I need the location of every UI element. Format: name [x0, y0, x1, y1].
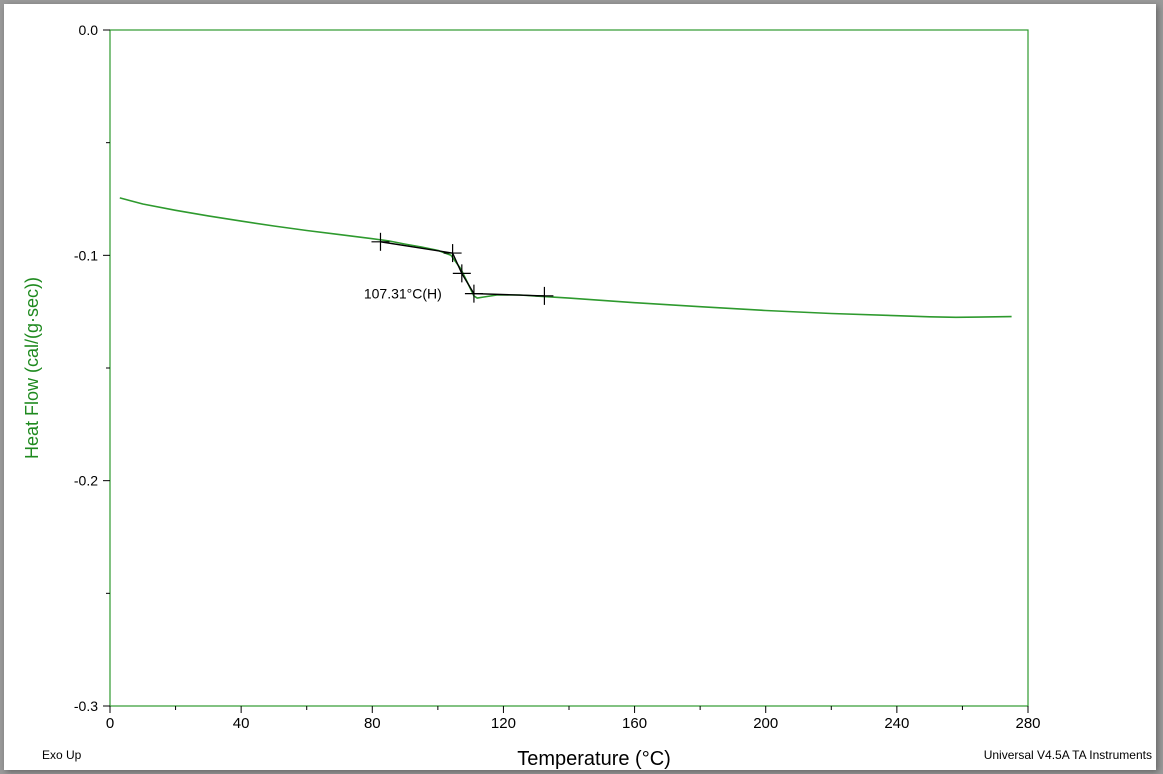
- x-tick-label: 40: [233, 715, 250, 732]
- software-version-note: Universal V4.5A TA Instruments: [984, 748, 1152, 762]
- x-tick-label: 120: [491, 715, 516, 732]
- plot-frame: [109, 29, 1029, 707]
- heat-flow-curve: [119, 197, 1012, 319]
- x-axis-label: Temperature (°C): [517, 748, 671, 770]
- x-tick-label: 200: [753, 715, 778, 732]
- y-axis-label: Heat Flow (cal/(g·sec)): [22, 277, 42, 459]
- x-tick-label: 0: [106, 715, 114, 732]
- x-tick-label: 80: [364, 715, 381, 732]
- exo-up-note: Exo Up: [42, 748, 82, 762]
- y-tick-label: -0.1: [74, 247, 98, 263]
- y-tick-label: -0.3: [74, 698, 98, 714]
- x-tick-label: 160: [622, 715, 647, 732]
- dsc-chart: 0 40 80 120 160 200 240 280 0.0 -0.1 -0.2 -0.3 107.…: [22, 22, 1152, 770]
- y-tick-label: 0.0: [79, 22, 99, 38]
- chart-window: 0 40 80 120 160 200 240 280 0.0 -0.1 -0.2 -0.3 107.…: [4, 4, 1156, 770]
- x-tick-label: 280: [1015, 715, 1040, 732]
- tg-annotation: 107.31°C(H): [364, 285, 442, 301]
- x-tick-label: 240: [884, 715, 909, 732]
- y-tick-label: -0.2: [74, 473, 98, 489]
